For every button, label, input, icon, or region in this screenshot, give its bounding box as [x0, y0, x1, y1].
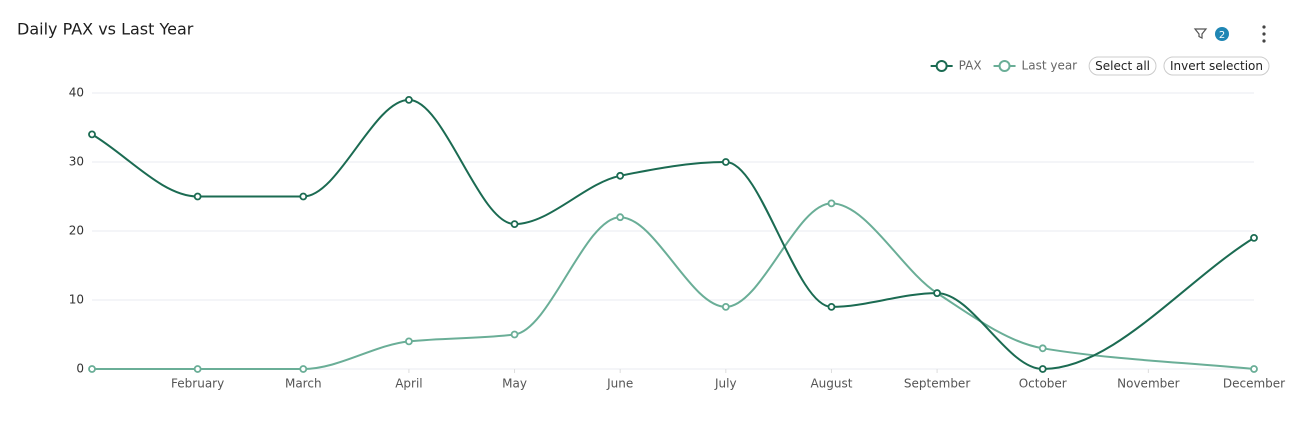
- filter-badge: [1215, 27, 1229, 41]
- x-tick-label: November: [1117, 377, 1179, 391]
- legend-item[interactable]: Last year: [993, 59, 1078, 73]
- series-line: [91, 98, 1255, 371]
- data-point: [88, 130, 96, 139]
- x-tick-label: July: [714, 377, 737, 391]
- legend-swatch-dot: [998, 60, 1011, 72]
- legend-label: Last year: [1022, 59, 1078, 73]
- y-tick-label: 0: [76, 362, 84, 376]
- button-frame: [1163, 56, 1270, 76]
- button-frame: [1088, 56, 1157, 76]
- chart-title: Daily PAX vs Last Year: [17, 20, 194, 39]
- filter-button[interactable]: 2: [1193, 27, 1229, 41]
- series-line: [92, 202, 1255, 370]
- menu-dot: [1262, 32, 1266, 36]
- button-label: Invert selection: [1170, 59, 1263, 73]
- y-tick-label: 10: [69, 293, 84, 307]
- menu-dot: [1262, 39, 1266, 43]
- x-tick-label: April: [395, 377, 422, 391]
- legend-swatch-dot: [935, 60, 948, 72]
- x-tick-label: September: [904, 377, 970, 391]
- more-menu[interactable]: [1262, 25, 1266, 43]
- y-tick-label: 40: [69, 86, 84, 100]
- x-tick-label: October: [1019, 377, 1067, 391]
- data-point: [1038, 344, 1047, 353]
- data-point: [88, 365, 96, 373]
- y-tick-label: 20: [69, 224, 84, 238]
- data-point: [721, 302, 730, 311]
- data-point: [1250, 365, 1258, 373]
- button-label: Select all: [1095, 59, 1150, 73]
- legend-item[interactable]: PAX: [930, 59, 982, 73]
- menu-dot: [1262, 25, 1266, 29]
- data-point: [616, 213, 625, 222]
- x-tick-label: March: [285, 377, 322, 391]
- x-tick-label: February: [171, 377, 224, 391]
- x-tick-label: June: [606, 377, 633, 391]
- filter-count: 2: [1219, 30, 1225, 41]
- data-point: [721, 158, 730, 166]
- data-point: [933, 289, 941, 298]
- legend-label: PAX: [959, 59, 982, 73]
- x-tick-label: August: [810, 377, 852, 391]
- data-point: [193, 365, 202, 373]
- data-point: [827, 199, 836, 208]
- data-point: [1250, 233, 1258, 242]
- legend-button[interactable]: Invert selection: [1163, 56, 1270, 76]
- data-point: [405, 337, 413, 346]
- data-point: [827, 302, 836, 311]
- y-tick-label: 30: [69, 155, 84, 169]
- data-point: [405, 96, 413, 104]
- filter-icon: [1193, 28, 1208, 39]
- legend-button[interactable]: Select all: [1088, 56, 1157, 76]
- data-point: [1038, 365, 1047, 373]
- data-point: [193, 192, 202, 201]
- data-point: [616, 171, 625, 180]
- data-point: [299, 192, 308, 201]
- x-tick-label: May: [502, 377, 527, 391]
- data-point: [510, 220, 519, 229]
- data-point: [510, 330, 519, 339]
- data-point: [299, 365, 308, 373]
- x-tick-label: December: [1223, 377, 1285, 391]
